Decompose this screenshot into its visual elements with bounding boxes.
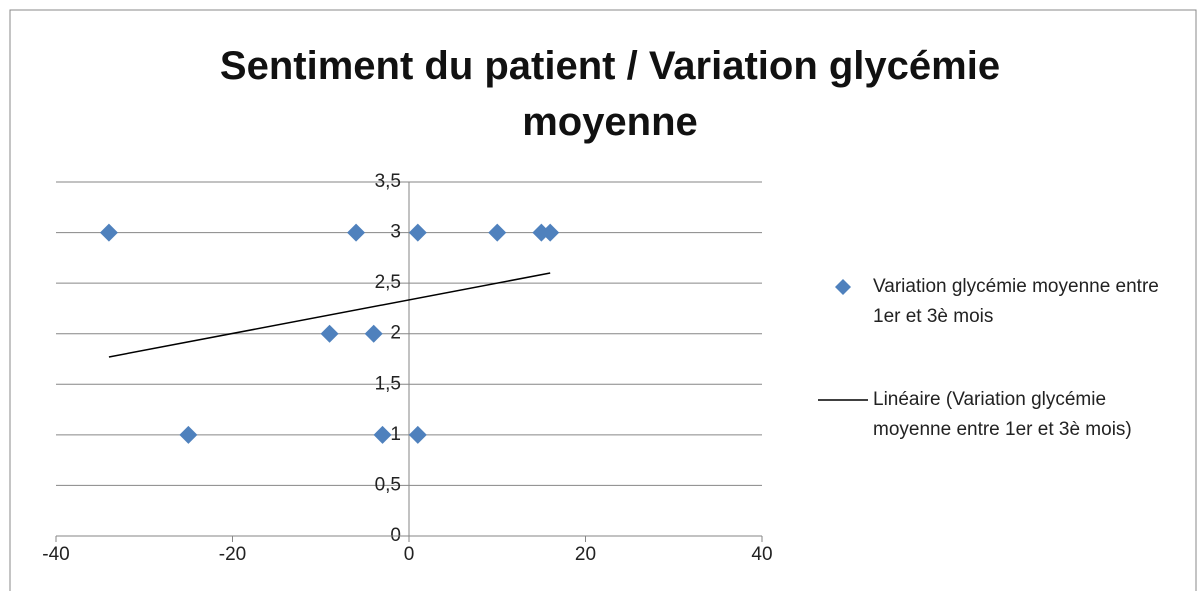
chart-border bbox=[9, 9, 1197, 591]
y-tick-label: 3,5 bbox=[375, 171, 401, 192]
trend-line bbox=[108, 272, 551, 358]
scatter-point bbox=[408, 223, 427, 242]
scatter-point bbox=[373, 425, 392, 444]
scatter-point bbox=[408, 425, 427, 444]
x-tick-label: 40 bbox=[751, 544, 772, 565]
legend-label: Variation glycémie moyenne entre 1er et … bbox=[873, 276, 1159, 327]
y-tick-label: 0,5 bbox=[375, 474, 401, 495]
legend-marker bbox=[835, 279, 851, 295]
y-tick-label: 2,5 bbox=[375, 272, 401, 293]
x-tick-label: 20 bbox=[575, 544, 596, 565]
scatter-point bbox=[364, 324, 383, 343]
x-tick-label: -40 bbox=[42, 544, 69, 565]
scatter-point bbox=[179, 425, 198, 444]
x-tick-label: -20 bbox=[219, 544, 246, 565]
scatter-point bbox=[347, 223, 366, 242]
scatter-point bbox=[320, 324, 339, 343]
scatter-point bbox=[99, 223, 118, 242]
y-tick-label: 2 bbox=[390, 323, 401, 344]
scatter-point bbox=[541, 223, 560, 242]
scatter-point bbox=[488, 223, 507, 242]
legend-label: Linéaire (Variation glycémie moyenne ent… bbox=[873, 389, 1132, 440]
x-tick-label: 0 bbox=[404, 544, 415, 565]
y-tick-label: 1 bbox=[390, 424, 401, 445]
chart-title: Sentiment du patient / Variation glycémi… bbox=[219, 44, 1001, 144]
y-tick-label: 3 bbox=[390, 222, 401, 243]
y-tick-label: 1,5 bbox=[375, 373, 401, 394]
